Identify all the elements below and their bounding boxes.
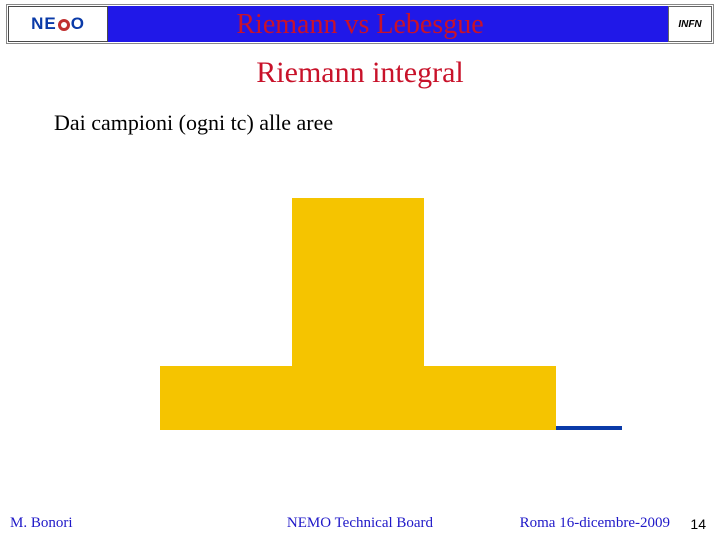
subtitle: Riemann integral	[0, 56, 720, 90]
bar-0	[160, 366, 292, 430]
nemo-logo-suffix: O	[71, 14, 85, 34]
body-text: Dai campioni (ogni tc) alle aree	[54, 110, 333, 136]
header-band: Riemann vs Lebesgue	[6, 4, 714, 44]
infn-logo: INFN	[668, 6, 712, 42]
bar-2	[424, 366, 556, 430]
baseline-segment	[556, 426, 622, 430]
page-number: 14	[690, 516, 706, 532]
nemo-logo: NE O	[8, 6, 108, 42]
nemo-logo-prefix: NE	[31, 14, 57, 34]
bar-1	[292, 198, 424, 430]
nemo-logo-ring-icon	[58, 19, 70, 31]
riemann-bar-chart	[160, 180, 620, 430]
footer-date: Roma 16-dicembre-2009	[520, 515, 670, 532]
footer: M. Bonori NEMO Technical Board Roma 16-d…	[0, 510, 720, 532]
slide: Riemann vs Lebesgue NE O INFN Riemann in…	[0, 0, 720, 540]
slide-title: Riemann vs Lebesgue	[7, 5, 713, 45]
